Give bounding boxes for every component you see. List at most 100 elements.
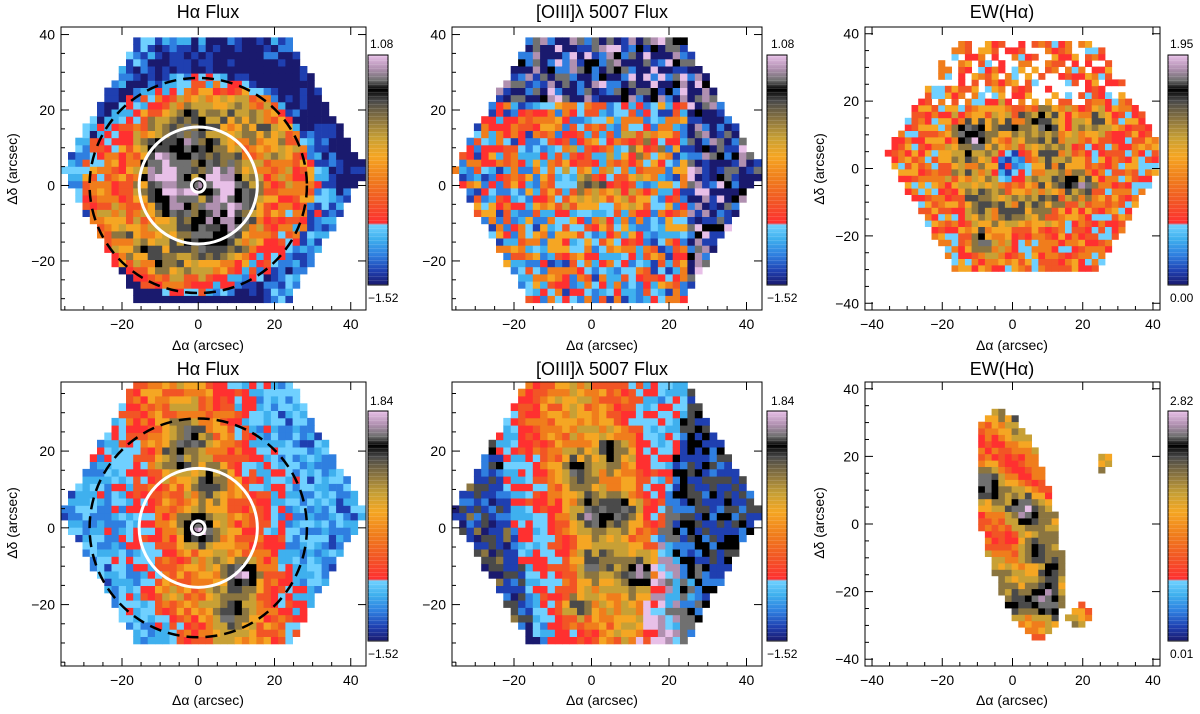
spaxel (518, 468, 526, 477)
spaxel (292, 556, 301, 565)
spaxel (650, 130, 659, 139)
spaxel (155, 180, 163, 189)
spaxel (459, 166, 467, 174)
spaxel (931, 105, 939, 112)
spaxel (1078, 117, 1086, 125)
spaxel (220, 152, 228, 160)
spaxel (1071, 207, 1079, 215)
spaxel (176, 187, 185, 196)
spaxel (709, 166, 718, 174)
spaxel (481, 468, 489, 477)
spaxel (205, 144, 214, 153)
spaxel (496, 505, 504, 514)
spaxel (657, 44, 666, 53)
spaxel (176, 614, 185, 623)
spaxel (562, 152, 570, 160)
spaxel (503, 202, 512, 210)
spaxel (256, 483, 264, 492)
spaxel (133, 109, 141, 117)
spaxel (672, 137, 681, 146)
spaxel (205, 274, 214, 282)
spaxel (111, 578, 120, 586)
spaxel (1051, 60, 1059, 67)
spaxel (958, 143, 966, 151)
spaxel (234, 58, 243, 67)
spaxel (133, 600, 141, 608)
spaxel (510, 66, 519, 74)
spaxel (958, 188, 966, 195)
spaxel (270, 534, 279, 543)
spaxel (650, 245, 659, 253)
spaxel (599, 195, 607, 203)
spaxel (503, 461, 512, 470)
spaxel (292, 425, 301, 433)
spaxel (971, 201, 979, 208)
spaxel (321, 447, 330, 455)
spaxel (155, 259, 163, 268)
spaxel (140, 152, 149, 160)
spaxel (503, 166, 512, 174)
spaxel (1051, 265, 1059, 272)
spaxel (911, 137, 919, 144)
spaxel (1118, 213, 1126, 221)
spaxel (314, 432, 322, 441)
spaxel (591, 101, 600, 110)
spaxel (635, 216, 644, 225)
spaxel (249, 173, 257, 182)
spaxel (241, 600, 250, 608)
spaxel (665, 159, 674, 167)
spaxel (540, 80, 548, 88)
spaxel (183, 585, 192, 594)
spaxel (924, 188, 932, 195)
spaxel (212, 202, 221, 210)
spaxel (606, 245, 615, 253)
spaxel (104, 512, 112, 521)
spaxel (162, 144, 170, 153)
spaxel (183, 66, 192, 74)
spaxel (278, 80, 286, 88)
spaxel (155, 87, 163, 96)
spaxel (998, 201, 1006, 208)
spaxel (709, 94, 718, 103)
spaxel (241, 592, 250, 601)
spaxel (984, 105, 992, 112)
spaxel (984, 137, 992, 144)
spaxel (256, 259, 264, 268)
spaxel (307, 461, 315, 470)
spaxel (964, 66, 972, 74)
spaxel (191, 629, 199, 637)
spaxel (307, 563, 315, 572)
spaxel (249, 585, 257, 594)
spaxel (540, 209, 548, 217)
spaxel (147, 230, 156, 239)
spaxel (554, 123, 563, 131)
spaxel (162, 195, 170, 203)
spaxel (1131, 175, 1139, 183)
spaxel (665, 180, 674, 189)
spaxel (263, 410, 272, 419)
spaxel (532, 101, 541, 110)
spaxel (270, 571, 279, 579)
spaxel (466, 159, 475, 167)
spaxel (525, 130, 534, 139)
spaxel (1078, 252, 1086, 259)
spaxel (278, 159, 286, 167)
spaxel (292, 461, 301, 470)
spaxel (169, 636, 178, 645)
spaxel (278, 549, 286, 557)
spaxel (532, 80, 541, 88)
spaxel (1065, 105, 1073, 112)
spaxel (613, 202, 622, 210)
spaxel (510, 447, 519, 455)
spaxel (249, 259, 257, 268)
spaxel (731, 123, 740, 131)
spaxel (270, 216, 279, 225)
spaxel (198, 173, 206, 182)
spaxel (643, 195, 651, 203)
spaxel (292, 216, 301, 225)
spaxel (68, 490, 76, 499)
spaxel (532, 259, 541, 268)
spaxel (496, 468, 504, 477)
spaxel (591, 245, 600, 253)
spaxel (75, 166, 83, 174)
